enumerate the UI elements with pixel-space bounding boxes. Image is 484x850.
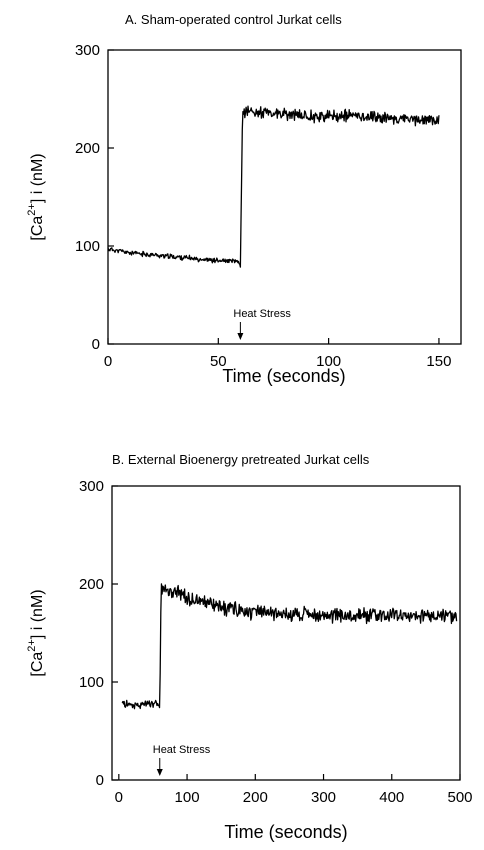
annotation-label: Heat Stress — [233, 308, 291, 320]
series-line — [107, 105, 440, 268]
y-axis-label-part: ] i (nM) — [29, 153, 46, 203]
y-tick-label: 100 — [75, 238, 100, 255]
y-axis-ticks: 0 100 200 300 — [79, 478, 118, 789]
heat-stress-annotation: Heat Stress — [153, 744, 211, 776]
chart-title: A. Sham-operated control Jurkat cells — [125, 12, 342, 27]
x-tick-label: 0 — [104, 353, 112, 370]
y-axis-label: [Ca2+] i (nM) — [26, 153, 46, 240]
y-tick-label: 300 — [79, 478, 104, 495]
x-tick-label: 200 — [243, 789, 268, 806]
x-axis-label: Time (seconds) — [224, 822, 347, 842]
y-tick-label: 100 — [79, 674, 104, 691]
plot-frame — [107, 49, 462, 345]
plot-frame — [111, 485, 461, 781]
series-line — [121, 583, 458, 710]
annotation-label: Heat Stress — [153, 744, 211, 756]
y-axis-label-part: [Ca — [29, 216, 46, 241]
y-tick-label: 200 — [75, 140, 100, 157]
y-axis-label-superscript: 2+ — [26, 639, 38, 652]
annotation-arrow-head — [156, 769, 163, 776]
x-tick-label: 500 — [447, 789, 472, 806]
x-tick-label: 150 — [426, 353, 451, 370]
x-axis-ticks: 0 50 100 150 — [104, 338, 451, 370]
x-axis-label: Time (seconds) — [222, 366, 345, 386]
x-tick-label: 0 — [115, 789, 123, 806]
y-tick-label: 0 — [92, 336, 100, 353]
heat-stress-annotation: Heat Stress — [233, 308, 291, 340]
series-group — [107, 105, 440, 268]
series-group — [121, 583, 458, 710]
y-axis-ticks: 0 100 200 300 — [75, 42, 114, 353]
chart-title: B. External Bioenergy pretreated Jurkat … — [112, 452, 370, 467]
x-tick-label: 300 — [311, 789, 336, 806]
x-tick-label: 50 — [210, 353, 227, 370]
annotation-arrow-head — [237, 333, 244, 340]
y-axis-label-superscript: 2+ — [26, 203, 38, 216]
y-axis-label-part: [Ca — [29, 652, 46, 677]
x-axis-ticks: 0 100 200 300 400 500 — [115, 774, 473, 806]
x-tick-label: 100 — [175, 789, 200, 806]
y-tick-label: 300 — [75, 42, 100, 59]
y-axis-label-part: ] i (nM) — [29, 589, 46, 639]
x-tick-label: 400 — [379, 789, 404, 806]
x-tick-label: 100 — [316, 353, 341, 370]
y-axis-label: [Ca2+] i (nM) — [26, 589, 46, 676]
y-tick-label: 0 — [96, 772, 104, 789]
y-tick-label: 200 — [79, 576, 104, 593]
chart-panel-a: A. Sham-operated control Jurkat cells 0 1… — [26, 12, 462, 386]
chart-panel-b: B. External Bioenergy pretreated Jurkat … — [26, 452, 473, 842]
